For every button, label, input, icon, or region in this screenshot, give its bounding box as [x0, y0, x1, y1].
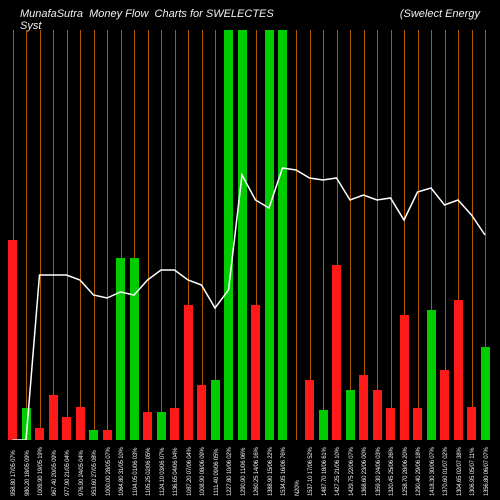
chart-title: MunafaSutra Money Flow Charts for SWELEC…: [20, 8, 500, 32]
price-line: [0, 30, 500, 440]
gridline: [472, 30, 473, 440]
x-tick-label: 1537.10 17/06 52%: [308, 447, 314, 496]
bar-up: [89, 430, 98, 440]
x-tick-label: 1359.30 24/06 03%: [376, 447, 382, 496]
x-tick-label: 1290.40 29/06 18%: [416, 447, 422, 496]
bar-up: [157, 412, 166, 440]
bar-down: [8, 240, 17, 440]
bar-down: [143, 412, 152, 440]
x-tick-label: 980.20 18/05 09%: [25, 450, 31, 496]
bar-down: [359, 375, 368, 440]
x-tick-label: 1009.90 19/05 19%: [38, 447, 44, 496]
gridline: [323, 30, 324, 440]
bar-up: [130, 258, 139, 440]
x-tick-label: 1087.20 07/06 04%: [187, 447, 193, 496]
bar-down: [184, 305, 193, 440]
chart-plot-area: [0, 30, 500, 440]
x-axis-labels: 958.80 17/05 07% 980.20 18/05 09% 1009.90 …: [0, 440, 500, 500]
gridline: [80, 30, 81, 440]
gridline: [107, 30, 108, 440]
x-tick-label: 1306.95 05/07 11%: [470, 448, 476, 496]
bar-down: [440, 370, 449, 440]
x-tick-label: 1429.75 22/06 07%: [349, 447, 355, 496]
x-tick-label: 1258.70 28/06 20%: [403, 447, 409, 496]
x-tick-label: 1104.05 01/06 03%: [133, 448, 139, 496]
x-tick-label: 1370.60 01/07 02%: [443, 447, 449, 496]
bar-down: [251, 305, 260, 440]
bar-up: [211, 380, 220, 440]
bar-down: [467, 407, 476, 440]
bar-up: [481, 347, 490, 440]
x-tick-label: 958.80 17/05 07%: [11, 450, 17, 496]
x-tick-label: 1290.90 11/06 06%: [241, 448, 247, 496]
x-tick-label: 1124.10 03/06 07%: [160, 448, 166, 496]
gridline: [94, 30, 95, 440]
gridline: [296, 30, 297, 440]
gridline: [350, 30, 351, 440]
gridline: [40, 30, 41, 440]
bar-down: [454, 300, 463, 440]
x-tick-label: 1304.65 02/07 38%: [457, 447, 463, 496]
x-tick-label: 1227.80 10/06 02%: [227, 447, 233, 496]
bar-down: [332, 265, 341, 440]
x-tick-label: 1356.80 06/07 07%: [484, 447, 490, 496]
title-part-a: MunafaSutra: [20, 8, 83, 20]
x-tick-label: 1000.00 28/05 07%: [106, 447, 112, 496]
bar-down: [76, 407, 85, 440]
x-tick-label: 1388.90 15/06 22%: [268, 447, 274, 496]
bar-up: [427, 310, 436, 440]
x-tick-label: 1260.25 14/06 16%: [254, 447, 260, 496]
bar-down: [103, 430, 112, 440]
x-tick-label: 1368.60 23/06 00%: [362, 447, 368, 496]
gridline: [391, 30, 392, 440]
x-tick-label: 1105.25 02/06 05%: [146, 448, 152, 496]
gridline: [215, 30, 216, 440]
gridline: [202, 30, 203, 440]
bar-up: [346, 390, 355, 440]
gridline: [161, 30, 162, 440]
title-part-c: Charts for SWELECTES: [155, 8, 274, 20]
gridline: [175, 30, 176, 440]
bar-down: [386, 408, 395, 440]
gridline: [26, 30, 27, 440]
gridline: [310, 30, 311, 440]
gridline: [418, 30, 419, 440]
bar-up: [238, 30, 247, 440]
x-tick-label: 976.90 24/05 04%: [79, 450, 85, 496]
bar-down: [62, 417, 71, 440]
bar-down: [197, 385, 206, 440]
x-tick-label: 1487.70 18/06 61%: [322, 447, 328, 496]
x-tick-label: 967.40 20/05 09%: [52, 450, 58, 496]
gridline: [53, 30, 54, 440]
x-tick-label: 1136.65 04/06 04%: [173, 448, 179, 496]
gridline: [148, 30, 149, 440]
bar-up: [319, 410, 328, 440]
x-tick-label: 1320.45 25/06 26%: [389, 447, 395, 496]
bar-up: [265, 30, 274, 440]
gridline: [67, 30, 68, 440]
bar-down: [170, 408, 179, 440]
x-tick-label: 1064.80 31/05 10%: [119, 447, 125, 496]
bar-down: [413, 408, 422, 440]
bar-down: [305, 380, 314, 440]
bar-down: [400, 315, 409, 440]
bar-up: [22, 408, 31, 440]
bar-up: [116, 258, 125, 440]
x-tick-label: 953.60 27/05 08%: [92, 450, 98, 496]
x-tick-label: 1008.90 08/06 09%: [200, 447, 206, 496]
x-tick-label: 1534.95 16/06 76%: [281, 447, 287, 496]
x-tick-label: 1418.30 30/06 07%: [430, 447, 436, 496]
x-tick-label: N20%: [295, 480, 301, 496]
x-tick-label: 1111.40 09/06 05%: [214, 449, 220, 496]
bar-up: [278, 30, 287, 440]
bar-up: [224, 30, 233, 440]
bar-down: [35, 428, 44, 440]
gridline: [377, 30, 378, 440]
bar-down: [373, 390, 382, 440]
x-tick-label: 977.90 21/05 04%: [65, 450, 71, 496]
bar-down: [49, 395, 58, 440]
x-tick-label: 1427.25 21/06 10%: [335, 447, 341, 496]
title-part-b: Money Flow: [89, 8, 148, 20]
